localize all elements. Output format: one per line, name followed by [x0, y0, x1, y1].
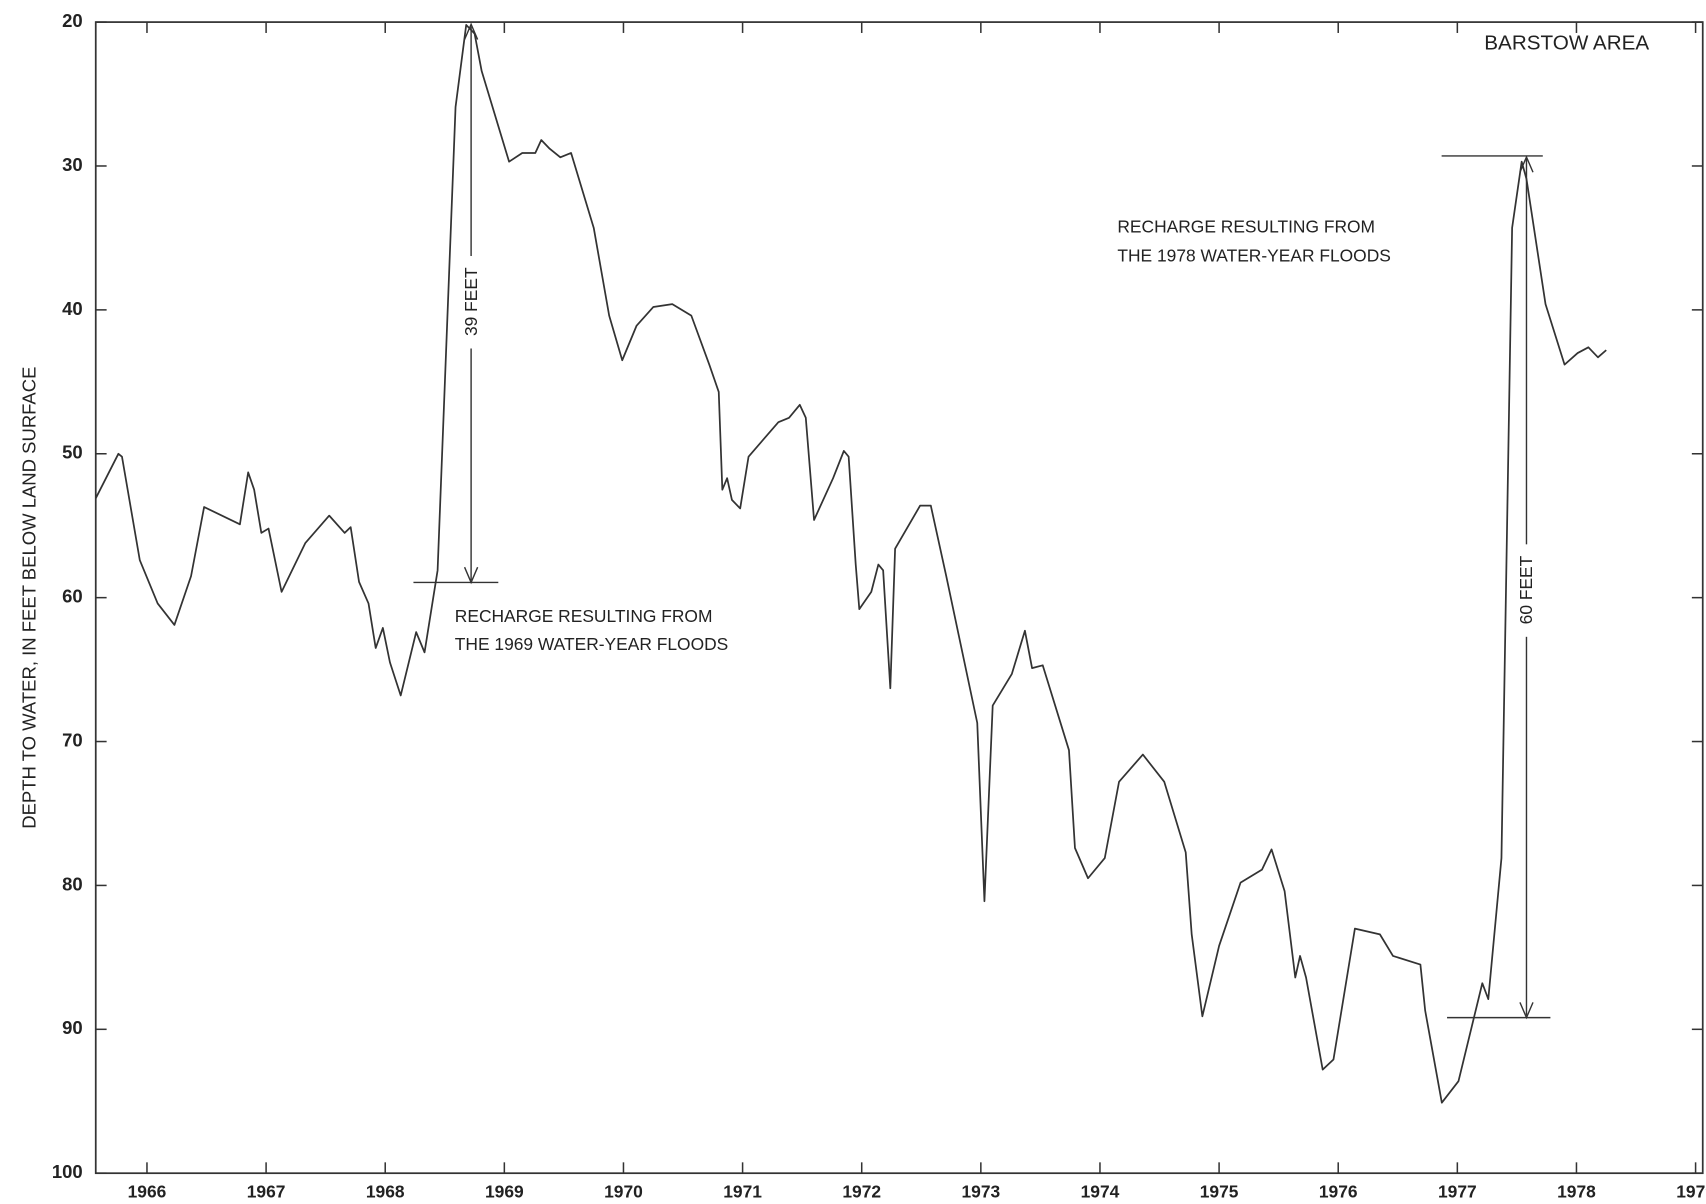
y-tick-label: 40	[62, 298, 83, 319]
y-tick-label: 100	[52, 1161, 83, 1182]
x-tick-label: 1970	[604, 1181, 643, 1201]
y-tick-label: 70	[62, 729, 83, 750]
annotation-text: THE 1969 WATER-YEAR FLOODS	[455, 634, 728, 654]
x-tick-label: 1972	[842, 1181, 881, 1201]
x-tick-label: 1974	[1081, 1181, 1120, 1201]
rise-label: 60 FEET	[1516, 555, 1536, 624]
annotation-text: THE 1978 WATER-YEAR FLOODS	[1117, 246, 1390, 266]
y-axis-label: DEPTH TO WATER, IN FEET BELOW LAND SURFA…	[18, 367, 39, 829]
x-tick-label: 1976	[1319, 1181, 1358, 1201]
annotation-text: RECHARGE RESULTING FROM	[455, 606, 713, 626]
annotation-1978: 60 FEET RECHARGE RESULTING FROM THE 1978…	[1117, 155, 1551, 1020]
rise-label: 39 FEET	[461, 267, 481, 336]
label-bg	[1517, 544, 1536, 637]
arrow-heads	[1519, 155, 1534, 1020]
x-tick-label: 1975	[1200, 1181, 1239, 1201]
y-tick-label: 80	[62, 873, 83, 894]
y-tick-label: 60	[62, 586, 83, 607]
x-tick-label: 1978	[1557, 1181, 1596, 1201]
x-tick-label: 1969	[485, 1181, 524, 1201]
y-tick-label: 20	[62, 10, 83, 31]
y-tick-label: 30	[62, 154, 83, 175]
x-tick-label: 1967	[247, 1181, 286, 1201]
plot-frame	[94, 21, 1704, 1175]
x-tick-label: 1979	[1676, 1181, 1706, 1201]
area-label: BARSTOW AREA	[1484, 31, 1649, 54]
annotation-text: RECHARGE RESULTING FROM	[1117, 216, 1375, 236]
annotation-1969: 39 FEET RECHARGE RESULTING FROM THE 1969…	[413, 22, 728, 654]
x-tick-label: 1968	[366, 1181, 405, 1201]
x-tick-label: 1966	[128, 1181, 167, 1201]
label-bg	[462, 256, 480, 349]
x-tick-label: 1977	[1438, 1181, 1477, 1201]
x-tick-label: 1973	[961, 1181, 1000, 1201]
y-tick-label: 90	[62, 1017, 83, 1038]
x-tick-label: 1971	[723, 1181, 762, 1201]
y-tick-label: 50	[62, 442, 83, 463]
depth-line	[94, 24, 1607, 1104]
